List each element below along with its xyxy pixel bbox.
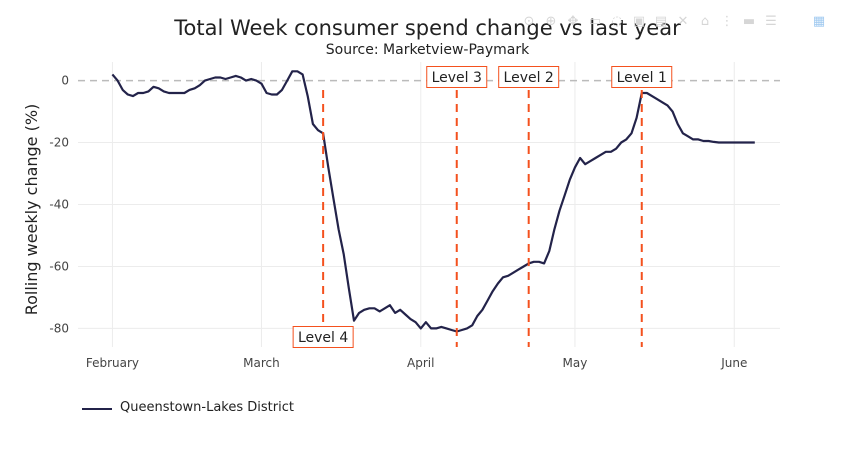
chart-title: Total Week consumer spend change vs last… [174,16,681,40]
chart-subtitle: Source: Marketview-Paymark [325,42,530,58]
y-tick-label: 0 [61,74,69,88]
lasso-icon[interactable]: ◌ [611,14,623,29]
x-tick-label: May [563,356,588,370]
level-label: Level 4 [298,330,348,346]
y-tick-label: -20 [49,136,69,150]
autoscale-icon[interactable]: ✕ [677,14,689,29]
y-tick-label: -80 [49,321,69,335]
zoom-in-icon[interactable]: ▣ [632,14,646,29]
level-label: Level 2 [504,70,554,86]
level-label-box [292,326,354,348]
legend-swatch [82,408,112,410]
series-line-0 [111,70,755,333]
spike-lines-icon[interactable]: ⋮ [720,14,734,29]
level-label-box [611,66,673,88]
x-tick-label: March [243,356,280,370]
hover-compare-icon[interactable]: ☰ [765,14,777,29]
x-tick-label: April [407,356,434,370]
camera-icon[interactable]: ⊙ [523,14,535,29]
level-label-box [426,66,488,88]
y-axis-title: Rolling weekly change (%) [22,104,41,316]
x-tick-label: February [86,356,139,370]
level-label: Level 1 [617,70,667,86]
level-label-box [498,66,560,88]
legend-item-label: Queenstown-Lakes District [120,400,294,415]
modebar: ⊙ ⊕ ✥ ▭ ◌ ▣ ▤ ✕ ⌂ ⋮ ▬ ☰ ▦ [520,14,832,34]
x-tick-label: June [720,356,747,370]
y-tick-label: -60 [49,259,69,273]
box-select-icon[interactable]: ▭ [588,14,602,29]
reset-axes-icon[interactable]: ⌂ [700,14,710,29]
zoom-icon[interactable]: ⊕ [545,14,557,29]
level-label: Level 3 [432,70,482,86]
zoom-out-icon[interactable]: ▤ [654,14,668,29]
plotly-logo-icon[interactable]: ▦ [812,14,826,29]
pan-icon[interactable]: ✥ [567,14,579,29]
hover-closest-icon[interactable]: ▬ [742,14,756,29]
y-tick-label: -40 [49,198,69,212]
